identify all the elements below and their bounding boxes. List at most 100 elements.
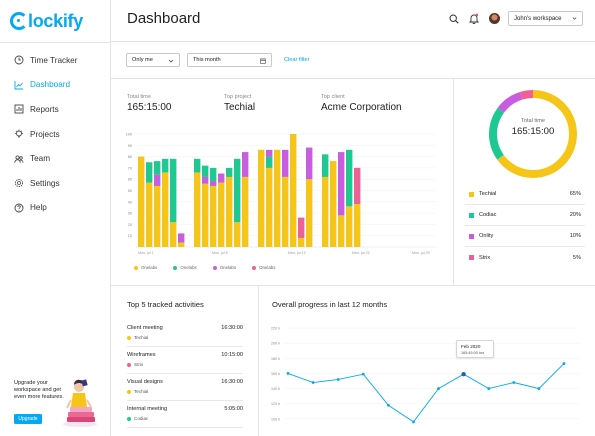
activity-project: Codiac xyxy=(127,416,148,421)
bar-segment[interactable] xyxy=(242,176,249,247)
bar-segment[interactable] xyxy=(170,222,177,247)
user-filter-select[interactable]: Only me xyxy=(126,53,180,67)
data-point[interactable] xyxy=(386,403,390,407)
tooltip-value: 165:45:00 hrs xyxy=(461,351,485,355)
data-point[interactable] xyxy=(437,387,440,390)
sidebar-item-team[interactable]: Team xyxy=(0,146,111,171)
bar-segment[interactable] xyxy=(346,149,353,207)
list-item[interactable]: Visual designs 16:30:00 Techial xyxy=(127,374,243,401)
bar-segment[interactable] xyxy=(178,233,185,243)
bar-segment[interactable] xyxy=(338,215,345,247)
bar-segment[interactable] xyxy=(154,174,161,186)
bar-segment[interactable] xyxy=(282,176,289,247)
data-point[interactable] xyxy=(512,381,516,384)
bar-segment[interactable] xyxy=(266,149,273,157)
bar-segment[interactable] xyxy=(274,149,281,247)
list-item[interactable]: Client meeting 16:30:00 Techial xyxy=(127,320,243,347)
sidebar-item-projects[interactable]: Projects xyxy=(0,122,111,147)
bar-segment[interactable] xyxy=(322,176,329,247)
data-point[interactable] xyxy=(286,372,290,375)
calendar-icon xyxy=(260,57,266,64)
x-tick-label: Mon, jul 22 xyxy=(352,251,370,255)
bar-segment[interactable] xyxy=(338,152,345,216)
bar-segment[interactable] xyxy=(194,172,201,247)
bar-segment[interactable] xyxy=(234,158,241,223)
data-point[interactable] xyxy=(487,387,491,390)
bar-segment[interactable] xyxy=(218,182,225,247)
data-point[interactable] xyxy=(461,371,466,377)
donut-slice[interactable] xyxy=(489,90,577,178)
bar-segment[interactable] xyxy=(266,156,273,168)
workspace-select[interactable]: John's workspace xyxy=(508,11,583,26)
bar-segment[interactable] xyxy=(322,154,329,177)
bar-segment[interactable] xyxy=(226,167,233,177)
bar-segment[interactable] xyxy=(194,158,201,173)
bar-segment[interactable] xyxy=(138,156,145,247)
bar-segment[interactable] xyxy=(154,185,161,247)
data-point[interactable] xyxy=(537,387,541,390)
sidebar-item-time-tracker[interactable]: Time Tracker xyxy=(0,48,111,73)
user-avatar[interactable] xyxy=(489,13,500,24)
data-point[interactable] xyxy=(361,372,365,376)
sidebar-item-dashboard[interactable]: Dashboard xyxy=(0,73,111,98)
bar-segment[interactable] xyxy=(306,147,313,180)
bar-segment[interactable] xyxy=(290,134,297,247)
clockify-logo-mark-icon xyxy=(10,12,28,30)
chart-tooltip: Feb 2020 165:45:00 hrs xyxy=(456,340,494,358)
bar-segment[interactable] xyxy=(162,158,169,173)
project-percent: 10% xyxy=(569,233,581,239)
bar-segment[interactable] xyxy=(234,222,241,247)
bar-segment[interactable] xyxy=(210,181,217,186)
date-range-select[interactable]: This month xyxy=(187,53,272,67)
bar-segment[interactable] xyxy=(258,149,265,247)
list-item[interactable]: Internal meeting 5:05:00 Codiac xyxy=(127,401,243,428)
sidebar-item-help[interactable]: Help xyxy=(0,196,111,221)
bar-segment[interactable] xyxy=(202,165,209,177)
search-icon[interactable] xyxy=(449,14,459,24)
bar-segment[interactable] xyxy=(354,204,361,247)
bell-icon[interactable] xyxy=(469,13,479,24)
data-point[interactable] xyxy=(311,381,315,384)
upgrade-button[interactable]: Upgrade xyxy=(14,414,42,424)
clockify-logo[interactable]: lockify xyxy=(10,9,83,33)
sidebar-item-settings[interactable]: Settings xyxy=(0,171,111,196)
sidebar-item-label: Help xyxy=(30,203,47,213)
progress-chart-title: Overall progress in last 12 months xyxy=(272,300,388,309)
donut-center-value: 165:15:00 xyxy=(511,126,555,137)
bar-segment[interactable] xyxy=(146,182,153,247)
bar-segment[interactable] xyxy=(218,173,225,183)
bar-segment[interactable] xyxy=(282,149,289,177)
list-item[interactable]: Wireframes 10:15:00 Strix xyxy=(127,347,243,374)
bar-segment[interactable] xyxy=(354,167,361,205)
reports-icon xyxy=(14,104,24,114)
bar-segment[interactable] xyxy=(330,161,337,247)
bar-segment[interactable] xyxy=(226,176,233,247)
clear-filter-link[interactable]: Clear filter xyxy=(284,57,310,63)
card-divider xyxy=(453,79,454,286)
bar-segment[interactable] xyxy=(242,152,249,177)
bar-segment[interactable] xyxy=(162,172,169,247)
bar-segment[interactable] xyxy=(170,158,177,223)
y-tick-label: 10 xyxy=(128,234,132,238)
bar-segment[interactable] xyxy=(210,167,217,182)
list-item: Strix 5% xyxy=(465,247,585,268)
bar-segment[interactable] xyxy=(178,242,185,247)
projects-icon xyxy=(14,129,24,139)
donut-slice[interactable] xyxy=(489,90,577,178)
bar-segment[interactable] xyxy=(154,161,161,175)
data-point[interactable] xyxy=(336,378,340,381)
bar-segment[interactable] xyxy=(298,237,305,247)
list-item: Codiac 20% xyxy=(465,205,585,226)
bar-segment[interactable] xyxy=(202,183,209,247)
sidebar-item-reports[interactable]: Reports xyxy=(0,97,111,122)
stat-label: Top project xyxy=(224,94,252,100)
bar-segment[interactable] xyxy=(202,176,209,184)
bar-segment[interactable] xyxy=(346,206,353,247)
bar-segment[interactable] xyxy=(146,162,153,183)
bar-segment[interactable] xyxy=(266,167,273,247)
bar-segment[interactable] xyxy=(298,217,305,238)
data-point[interactable] xyxy=(412,420,415,424)
bar-segment[interactable] xyxy=(210,185,217,247)
bar-segment[interactable] xyxy=(306,179,313,247)
data-point[interactable] xyxy=(562,362,566,365)
